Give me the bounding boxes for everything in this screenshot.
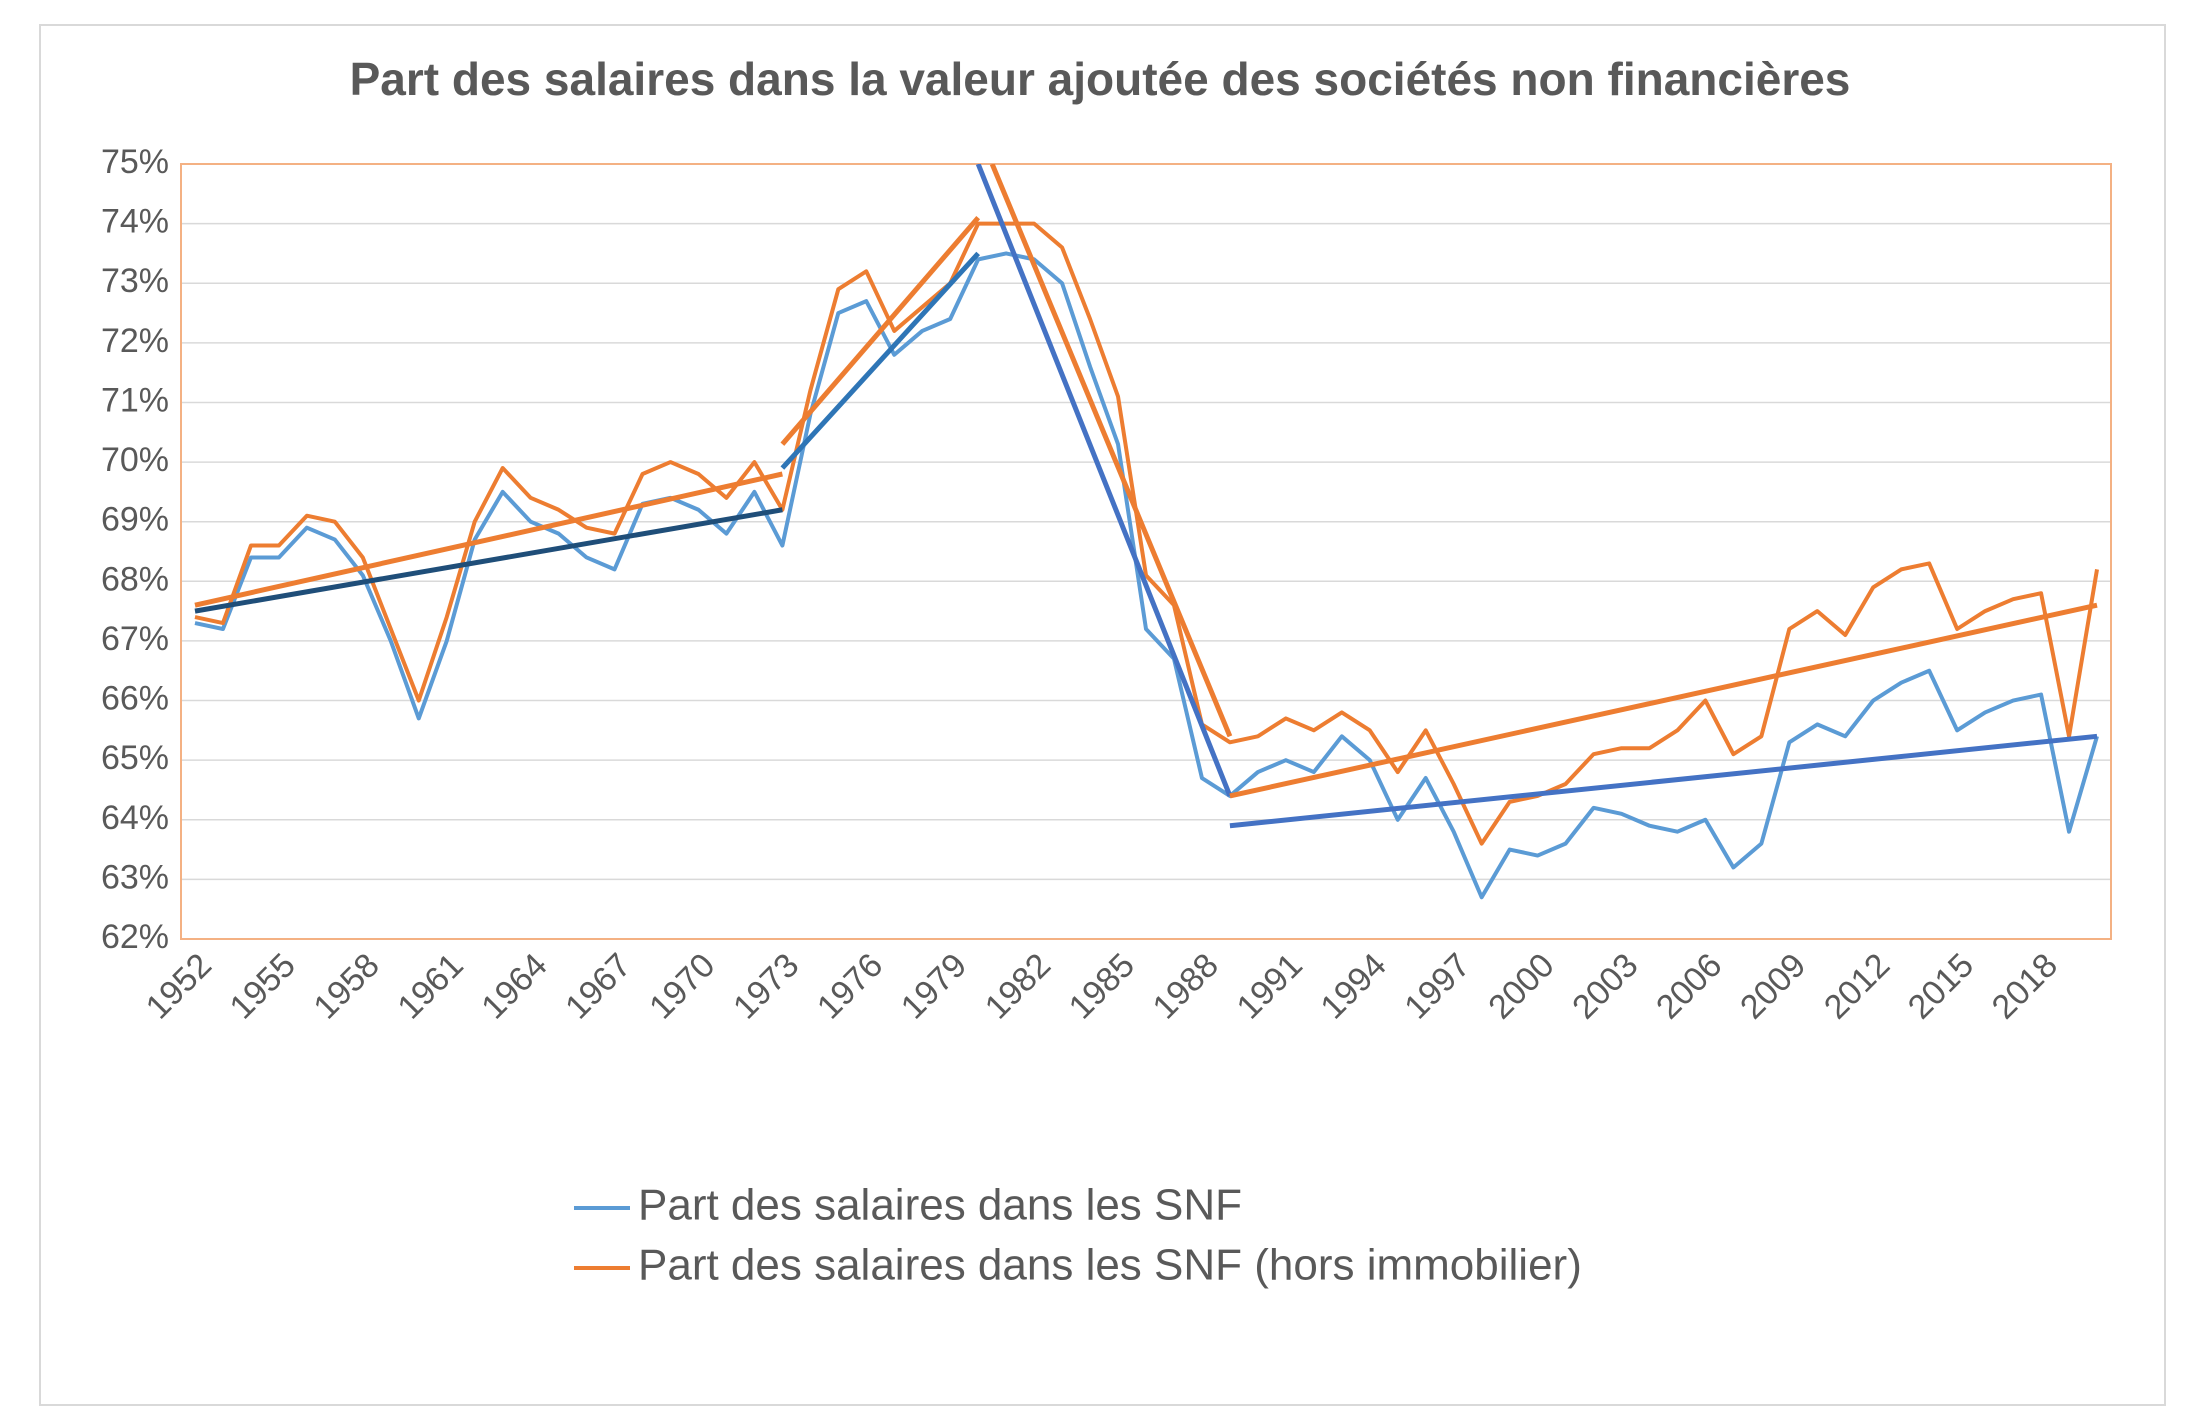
y-tick-label: 66%	[101, 680, 169, 718]
y-tick-label: 68%	[101, 560, 169, 598]
trend-line	[780, 216, 981, 446]
y-tick-label: 70%	[101, 441, 169, 479]
legend-label: Part des salaires dans les SNF (hors imm…	[638, 1241, 1582, 1290]
trend-line	[780, 251, 981, 470]
y-tick-label: 67%	[101, 620, 169, 658]
trend-line	[989, 164, 1233, 738]
trend-line	[194, 471, 783, 608]
y-tick-label: 73%	[101, 262, 169, 300]
series-line	[194, 251, 2099, 900]
trend-line	[1229, 733, 2098, 829]
y-tick-label: 69%	[101, 501, 169, 539]
chart-border	[39, 24, 2166, 1406]
trend-line	[975, 164, 1233, 797]
plot-area	[194, 164, 2099, 900]
y-tick-label: 74%	[101, 203, 169, 241]
trend-line	[1229, 602, 2098, 799]
y-tick-label: 75%	[101, 143, 169, 181]
trend-line	[194, 507, 783, 614]
chart-title: Part des salaires dans la valeur ajoutée…	[350, 53, 1851, 105]
y-tick-label: 62%	[101, 918, 169, 956]
plot-border	[180, 163, 2112, 940]
legend-label: Part des salaires dans les SNF	[638, 1181, 1242, 1230]
y-tick-label: 64%	[101, 799, 169, 837]
y-tick-label: 63%	[101, 858, 169, 896]
y-tick-label: 72%	[101, 322, 169, 360]
y-tick-label: 65%	[101, 739, 169, 777]
y-tick-label: 71%	[101, 381, 169, 419]
series-line	[194, 221, 2099, 846]
